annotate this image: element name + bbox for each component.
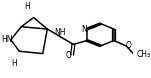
- Text: H: H: [24, 2, 30, 11]
- Text: NH: NH: [55, 28, 66, 37]
- Text: CH₃: CH₃: [137, 50, 151, 59]
- Text: H: H: [11, 59, 17, 68]
- Text: O: O: [66, 51, 72, 60]
- Text: N: N: [82, 25, 87, 34]
- Text: O: O: [126, 41, 131, 50]
- Text: HN: HN: [1, 35, 13, 44]
